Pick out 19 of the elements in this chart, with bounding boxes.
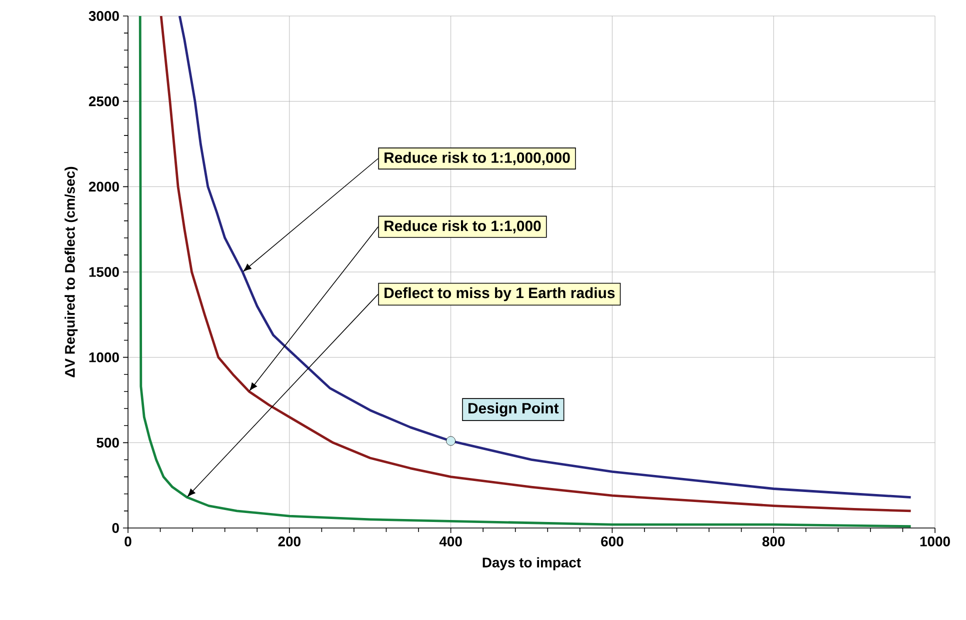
- y-tick-label: 2000: [88, 182, 119, 192]
- y-tick-label: 2500: [88, 96, 119, 106]
- y-tick-label: 500: [96, 438, 119, 448]
- y-tick-label: 0: [112, 523, 119, 533]
- x-tick-label: 800: [762, 536, 785, 546]
- annotation: Reduce risk to 1:1,000: [384, 220, 541, 234]
- x-tick-label: 0: [124, 536, 132, 546]
- annotation: Deflect to miss by 1 Earth radius: [384, 287, 615, 302]
- x-tick-label: 400: [439, 536, 462, 546]
- x-tick-label: 1000: [920, 536, 950, 546]
- x-axis-title: Days to impact: [482, 557, 581, 570]
- annotation: Reduce risk to 1:1,000,000: [384, 152, 570, 166]
- y-axis-title: ΔV Required to Deflect (cm/sec): [64, 166, 78, 378]
- y-tick-label: 1000: [89, 352, 119, 362]
- y-tick-label: 1500: [89, 267, 119, 277]
- annotation: Design Point: [468, 402, 559, 417]
- y-tick-label: 3000: [88, 11, 119, 21]
- x-tick-label: 600: [601, 536, 624, 546]
- x-tick-label: 200: [278, 536, 300, 546]
